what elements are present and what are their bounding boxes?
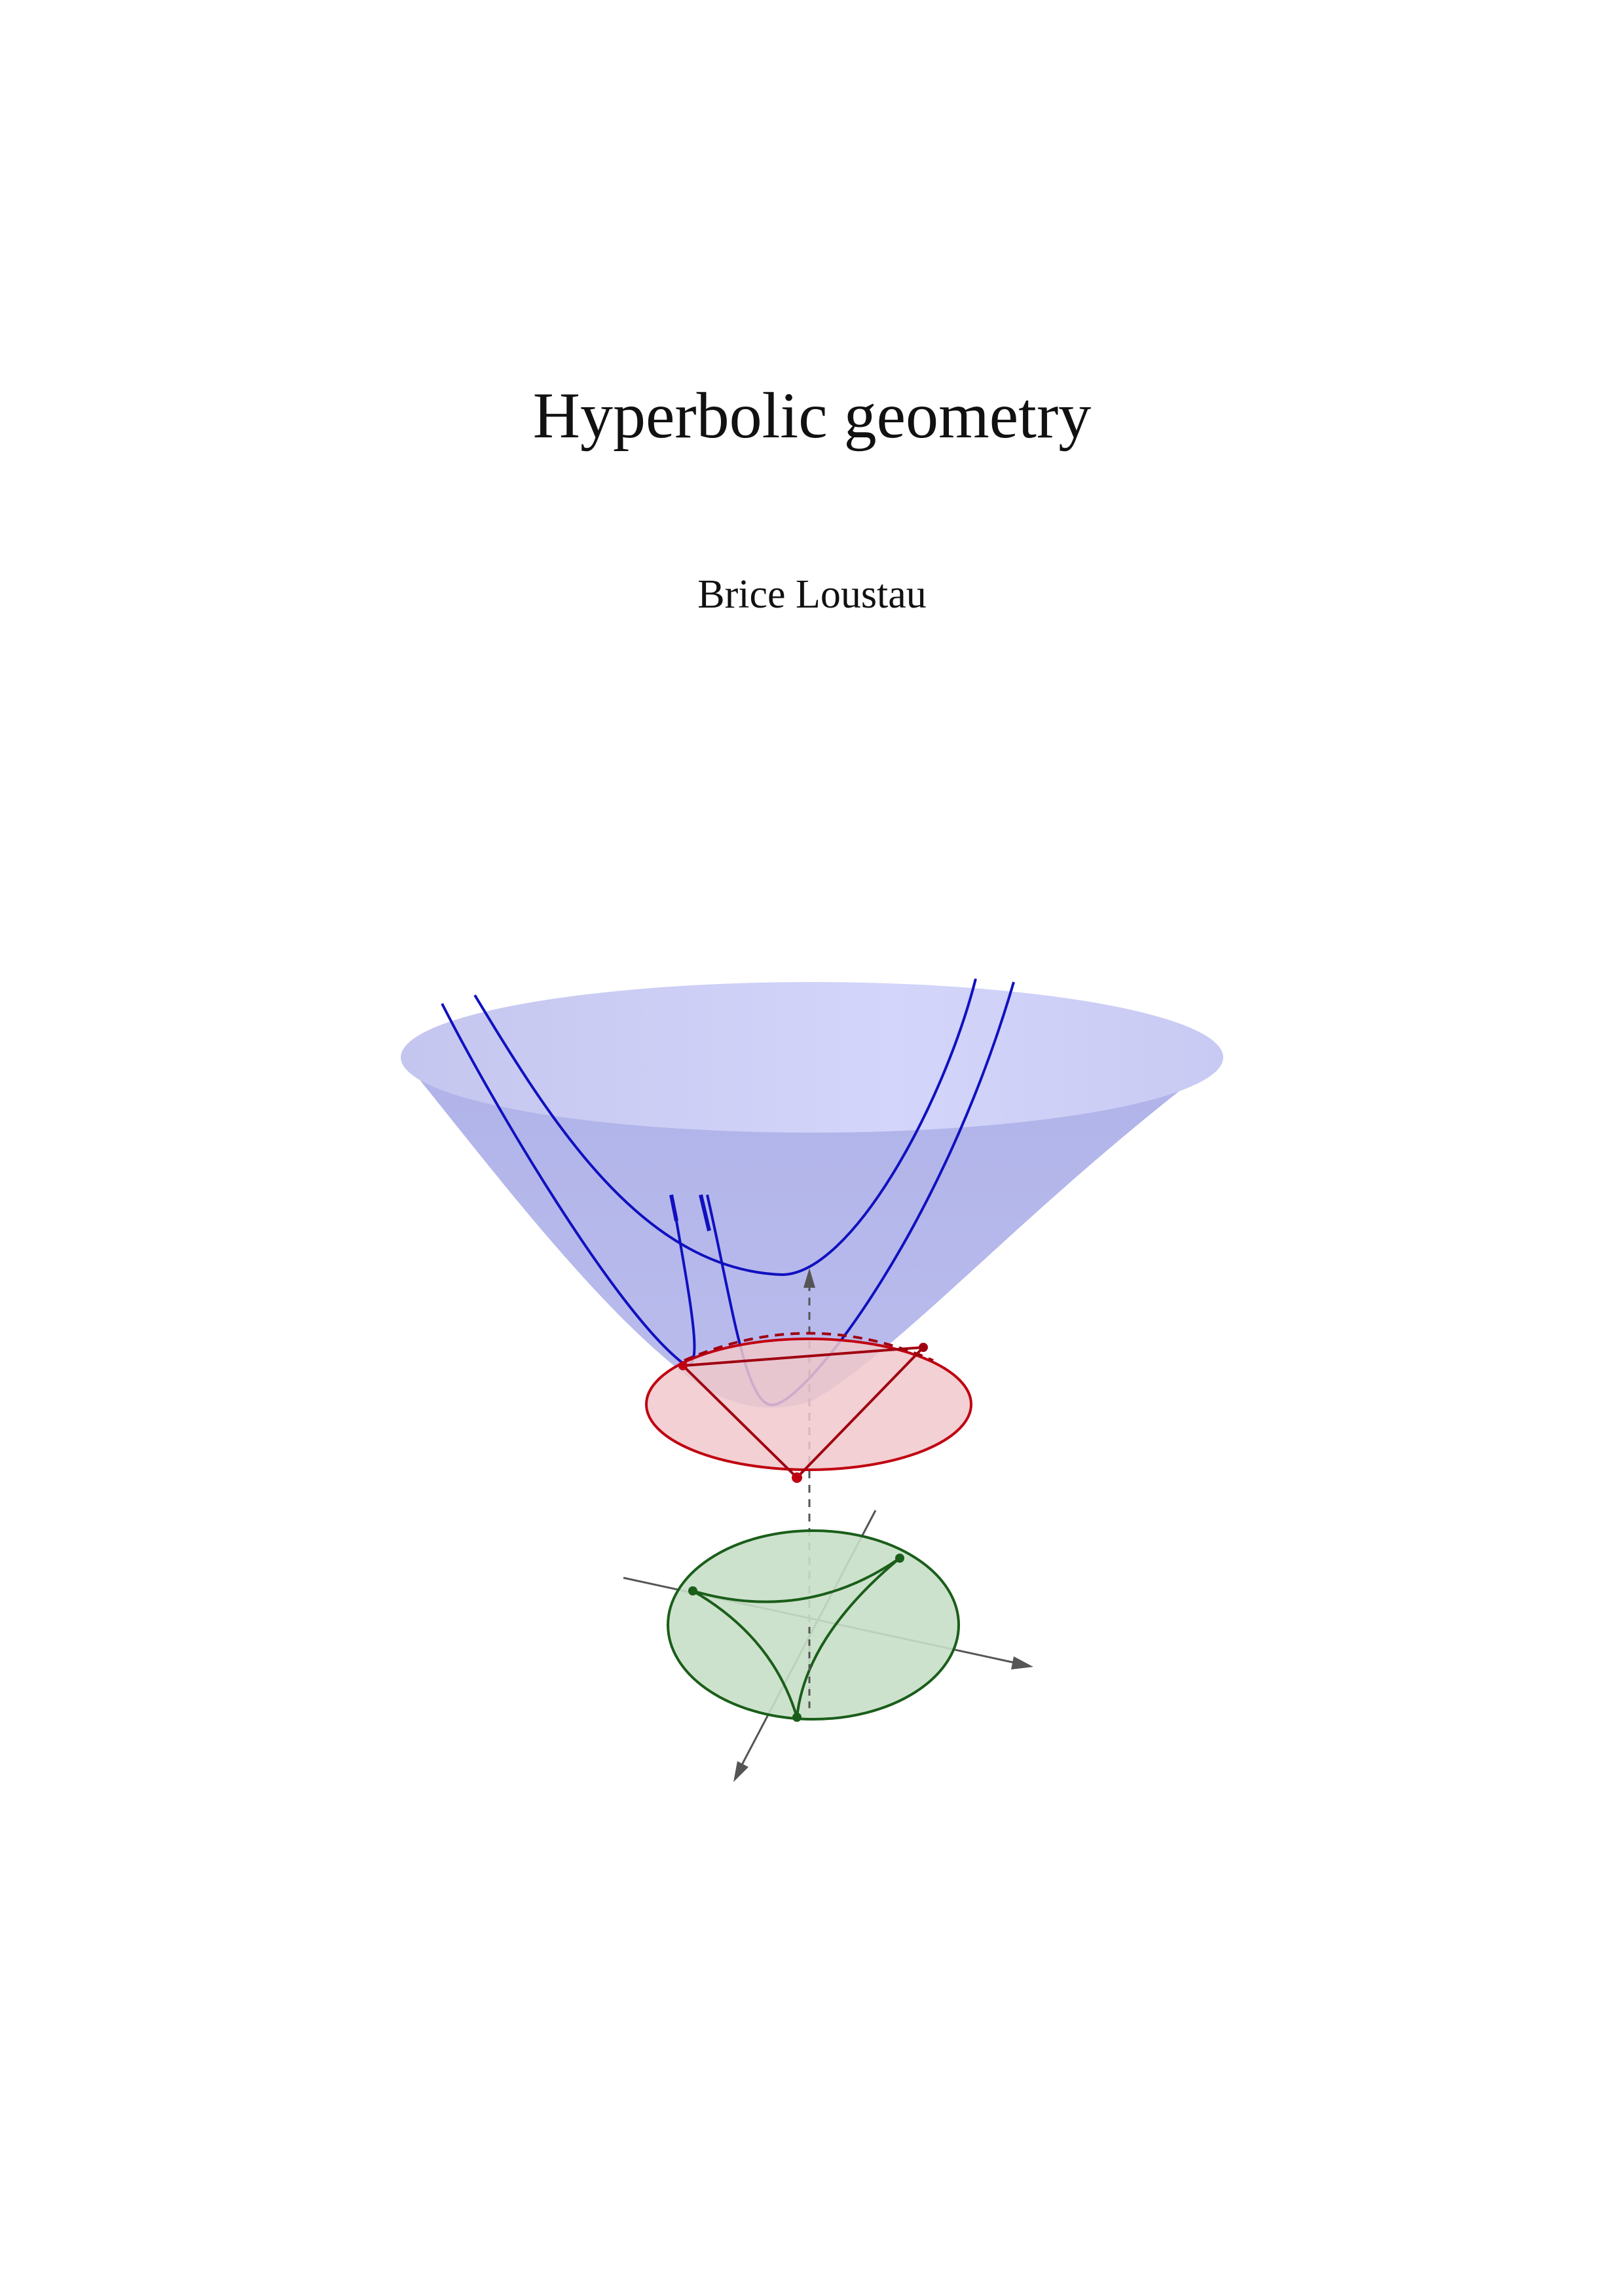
hyperboloid-surface <box>401 1057 1223 1408</box>
document-author: Brice Loustau <box>697 572 927 617</box>
klein-disk <box>645 1338 972 1471</box>
y-axis-arrow-icon <box>733 1761 748 1782</box>
geodesic-curve-1-back <box>669 1194 678 1222</box>
vertical-axis-arrow-icon <box>803 1268 815 1288</box>
klein-vertex-bottom <box>792 1472 802 1483</box>
geodesic-curve-2 <box>473 978 977 1277</box>
document-title: Hyperbolic geometry <box>532 379 1092 452</box>
geodesic-curve-1 <box>441 1003 696 1366</box>
poincare-disk <box>667 1529 960 1721</box>
geodesic-curve-3-back <box>699 1194 711 1231</box>
hyperboloid-rim <box>401 982 1223 1133</box>
klein-vertex-right <box>919 1343 928 1352</box>
poincare-vertex-bottom <box>792 1713 802 1722</box>
klein-triangle <box>682 1346 925 1479</box>
poincare-vertex-right <box>895 1554 904 1563</box>
poincare-vertex-left <box>688 1586 697 1595</box>
hyperboloid-figure <box>380 943 1244 1813</box>
hyperboloid-illustration <box>401 978 1223 1782</box>
klein-disk-back-dashed <box>684 1332 934 1362</box>
klein-vertex-left <box>678 1361 688 1370</box>
x-axis-arrow-icon <box>1011 1656 1033 1669</box>
poincare-triangle <box>692 1557 901 1718</box>
